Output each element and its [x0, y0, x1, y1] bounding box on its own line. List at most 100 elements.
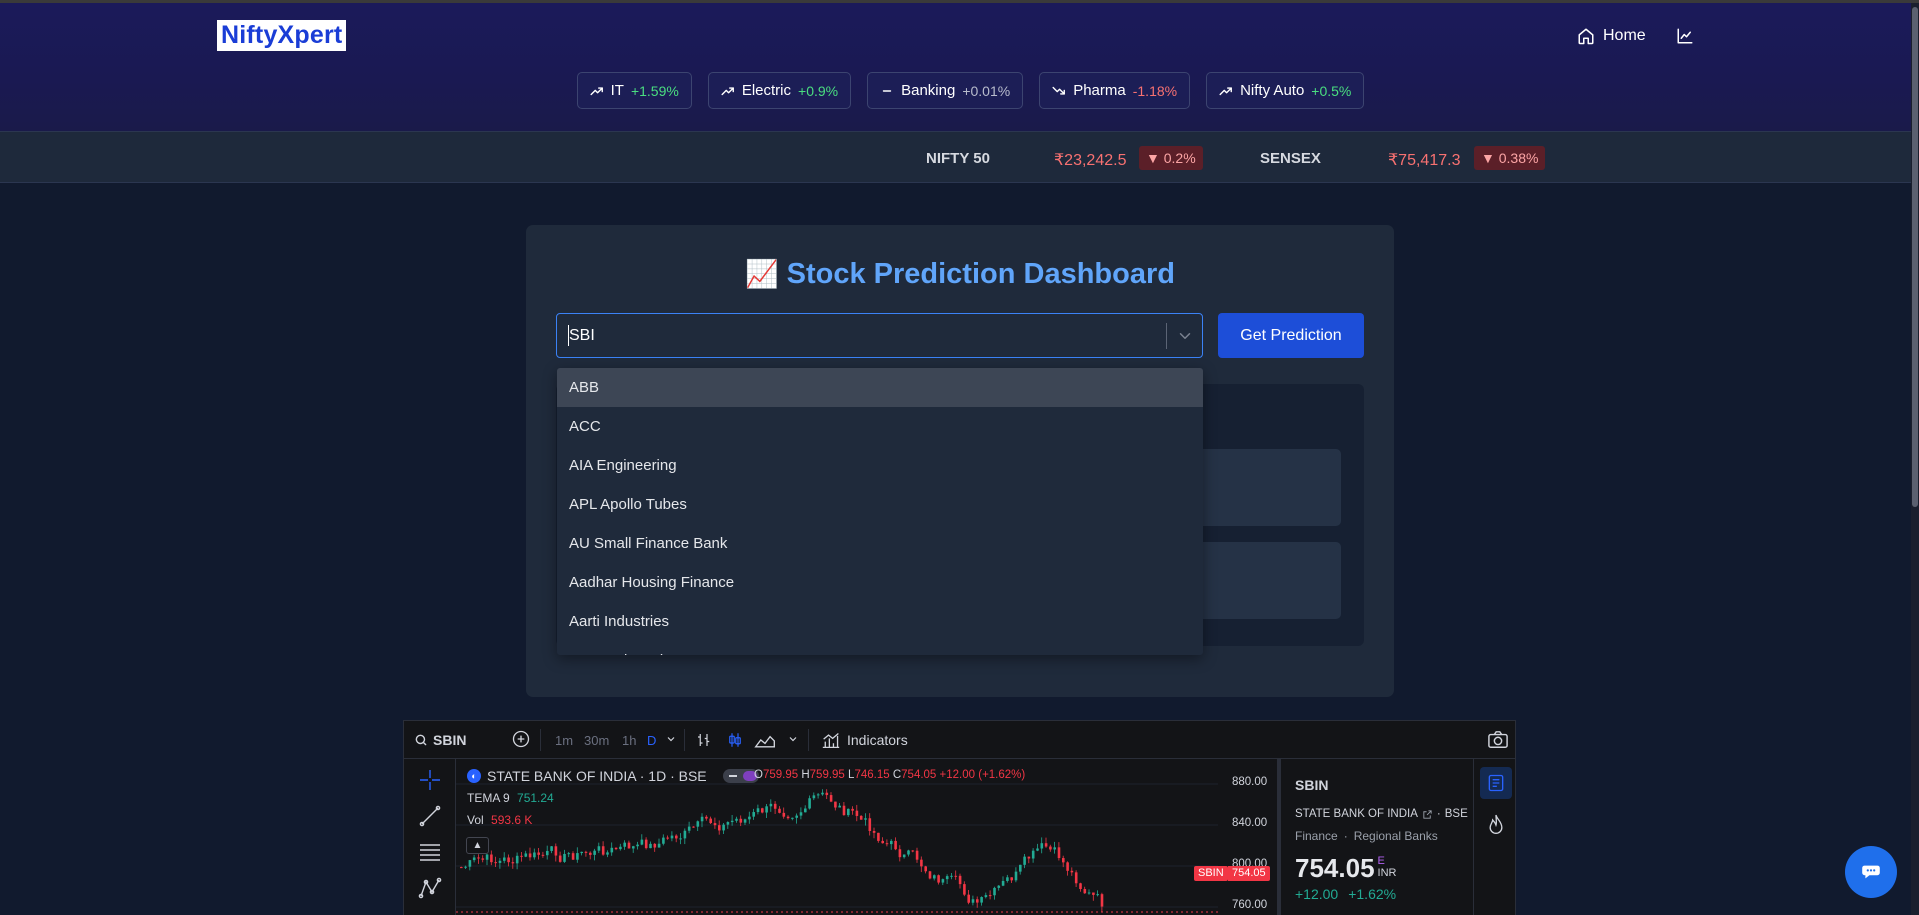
nav-chart-link[interactable]	[1676, 27, 1694, 50]
watchlist-details-icon[interactable]	[1480, 767, 1512, 799]
candle-body	[546, 850, 549, 856]
candle-body	[614, 847, 618, 850]
index-price-nifty: ₹23,242.5	[1054, 152, 1127, 169]
candle-body	[601, 846, 605, 855]
timeframe-1m[interactable]: 1m	[555, 733, 574, 748]
timeframe-1h[interactable]: 1h	[622, 733, 637, 748]
stock-option[interactable]: Aavas Financiers	[557, 641, 1203, 655]
compare-add-icon[interactable]	[511, 729, 531, 752]
stock-option[interactable]: Aadhar Housing Finance	[569, 574, 735, 591]
stock-search-select[interactable]: SBI	[556, 313, 1203, 358]
stock-search-input[interactable]: SBI	[569, 327, 595, 344]
sector-name: Banking	[901, 82, 956, 99]
stock-option[interactable]: ACC	[569, 418, 601, 435]
candle-body	[1001, 880, 1005, 886]
index-name-sensex: SENSEX	[1260, 150, 1321, 167]
stock-option[interactable]: AIA Engineering	[569, 457, 677, 474]
chevron-down-icon[interactable]	[787, 733, 799, 748]
bar-replay-icon[interactable]	[695, 731, 713, 752]
area-chart-icon[interactable]	[754, 731, 776, 752]
candle-body	[988, 895, 992, 897]
sector-chip-banking[interactable]: Banking +0.01%	[867, 72, 1024, 109]
sector-chip-it[interactable]: IT +1.59%	[576, 72, 692, 109]
sector-chip-pharma[interactable]: Pharma -1.18%	[1039, 72, 1191, 109]
stock-options-menu: ABB ACC AIA Engineering APL Apollo Tubes…	[557, 368, 1203, 655]
chat-button[interactable]	[1845, 846, 1897, 898]
page-scrollbar[interactable]	[1911, 3, 1919, 915]
hotlist-flame-icon[interactable]	[1486, 813, 1506, 842]
tradingview-widget: SBIN 1m 30m 1h D Indicators	[403, 720, 1516, 915]
candle-body	[782, 812, 786, 817]
fib-retracement-icon[interactable]	[418, 840, 442, 869]
candlestick-series	[456, 783, 1218, 913]
candle-body	[662, 837, 665, 844]
market-status-toggle[interactable]	[722, 769, 759, 783]
stock-option[interactable]: ABB	[557, 368, 1203, 407]
candle-body	[1100, 894, 1104, 907]
candle-body	[675, 835, 678, 839]
detail-price-row: 754.05 E INR	[1295, 853, 1473, 884]
sector-change: +1.59%	[630, 82, 679, 99]
timeframe-30m[interactable]: 30m	[584, 733, 610, 748]
candle-body	[1044, 843, 1048, 847]
indicators-icon	[822, 732, 840, 749]
pattern-icon[interactable]	[418, 876, 442, 905]
volume-indicator-legend[interactable]: Vol 593.6 K	[467, 813, 532, 827]
tema-indicator-legend[interactable]: TEMA 9 751.24	[467, 791, 554, 805]
candle-body	[980, 897, 983, 903]
close-value: 754.05	[901, 769, 937, 781]
candle-body	[1096, 894, 1099, 896]
camera-icon[interactable]	[1487, 730, 1509, 753]
timeframe-d[interactable]: D	[647, 733, 657, 748]
chevron-down-icon[interactable]	[665, 733, 677, 748]
sector-chip-nifty-auto[interactable]: Nifty Auto +0.5%	[1206, 72, 1365, 109]
candle-body	[696, 821, 700, 827]
detail-company-name[interactable]: STATE BANK OF INDIA	[1295, 808, 1418, 820]
detail-sector[interactable]: Finance	[1295, 829, 1338, 843]
crosshair-icon[interactable]	[418, 768, 442, 797]
exchange-logo-icon: ◐	[467, 769, 481, 783]
ohlc-readout: O759.95 H759.95 L746.15 C754.05 +12.00 (…	[754, 769, 1026, 781]
price-tick: 840.00	[1232, 817, 1268, 829]
candle-body	[567, 853, 571, 855]
candle-body	[739, 818, 743, 823]
detail-industry[interactable]: Regional Banks	[1353, 829, 1438, 843]
external-link-icon[interactable]	[1422, 809, 1433, 820]
chevron-down-icon[interactable]	[1176, 327, 1194, 350]
price-axis: 880.00 840.00 800.00 760.00	[1218, 759, 1277, 915]
brand-logo[interactable]: NiftyXpert	[217, 20, 347, 51]
symbol-search[interactable]: SBIN	[414, 732, 466, 748]
candle-body	[997, 885, 1001, 888]
indicators-button[interactable]: Indicators	[821, 731, 908, 749]
nav-home-link[interactable]: Home	[1577, 27, 1646, 45]
candle-body	[533, 852, 536, 858]
candle-body	[864, 818, 867, 820]
detail-change-pct: +1.62%	[1348, 886, 1397, 902]
candle-body	[756, 808, 760, 813]
candle-body	[950, 875, 953, 877]
candle-body	[597, 846, 601, 851]
candle-body	[855, 810, 859, 816]
trend-line-icon[interactable]	[418, 804, 442, 833]
get-prediction-button[interactable]: Get Prediction	[1218, 313, 1364, 358]
price-tick: 760.00	[1232, 899, 1268, 911]
stock-option[interactable]: APL Apollo Tubes	[569, 496, 687, 513]
index-name-nifty: NIFTY 50	[926, 150, 990, 167]
candle-body	[743, 819, 747, 823]
price-chart[interactable]: ◐ STATE BANK OF INDIA · 1D · BSE O759.95…	[456, 759, 1218, 915]
last-price-value-tag: 754.05	[1228, 866, 1270, 881]
stock-option[interactable]: Aarti Industries	[569, 613, 670, 630]
last-price-symbol-tag: SBIN	[1194, 866, 1228, 881]
low-value: 746.15	[854, 769, 890, 781]
collapse-legend-button[interactable]: ▲	[466, 837, 489, 854]
candle-body	[911, 850, 915, 852]
page-scrollbar-thumb[interactable]	[1912, 7, 1918, 507]
chart-emoji-icon: 📈	[745, 259, 779, 289]
candles-icon[interactable]	[726, 731, 744, 752]
candle-body	[769, 803, 773, 807]
candle-body	[1019, 864, 1022, 872]
stock-option[interactable]: AU Small Finance Bank	[569, 535, 728, 552]
candle-body	[730, 820, 734, 823]
candle-body	[907, 850, 910, 855]
sector-chip-electric[interactable]: Electric +0.9%	[707, 72, 852, 109]
